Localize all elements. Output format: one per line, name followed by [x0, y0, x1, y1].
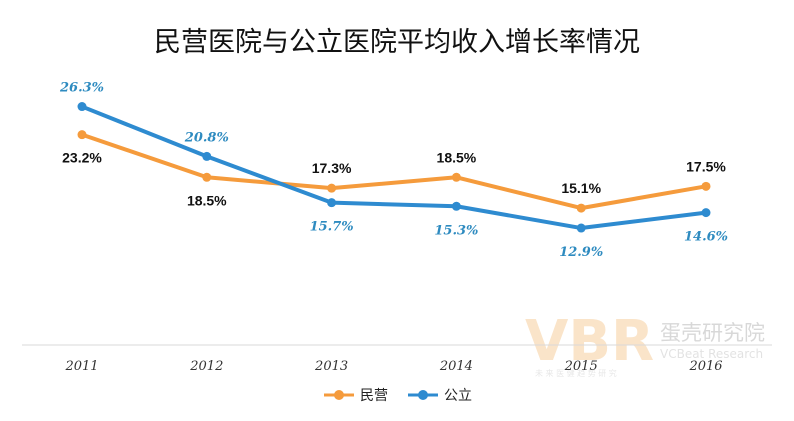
- data-label: 23.2%: [62, 150, 102, 166]
- watermark-cn-name: 蛋壳研究院: [660, 321, 765, 345]
- x-tick-label: 2016: [688, 359, 722, 374]
- data-label: 17.5%: [686, 158, 726, 174]
- data-label: 12.9%: [559, 245, 603, 260]
- data-point: [701, 208, 711, 218]
- watermark-logo: VBR: [525, 309, 654, 374]
- data-point: [451, 172, 461, 182]
- series-line: [80, 104, 708, 231]
- watermark: VBR 蛋壳研究院 VCBeat Research 未 来 医 健 趋 势 研 …: [525, 309, 765, 378]
- data-point: [701, 181, 711, 191]
- data-label: 18.5%: [437, 149, 477, 165]
- series-layer: [77, 102, 711, 233]
- data-labels: 23.2% 18.5% 17.3% 18.5% 15.1% 17.5% 26.3% 20.8%…: [59, 81, 728, 260]
- data-point: [576, 223, 586, 233]
- data-label: 15.1%: [561, 180, 601, 196]
- data-label: 14.6%: [684, 230, 728, 245]
- x-tick-label: 2013: [314, 359, 348, 374]
- legend-swatch-marker: [334, 390, 344, 400]
- legend-swatch-marker: [418, 390, 428, 400]
- data-point: [451, 201, 461, 211]
- watermark-en-name: VCBeat Research: [660, 347, 763, 361]
- data-point: [327, 183, 337, 193]
- x-axis-ticks: 2011 2012 2013 2014 2015 2016: [64, 359, 722, 374]
- data-label: 15.7%: [310, 220, 354, 235]
- series-line: [80, 132, 708, 211]
- data-point: [77, 102, 87, 112]
- legend: 民营 公立: [324, 388, 472, 404]
- x-tick-label: 2015: [564, 359, 598, 374]
- data-label: 17.3%: [312, 160, 352, 176]
- legend-label: 公立: [444, 388, 472, 404]
- data-label: 20.8%: [184, 130, 229, 145]
- legend-label: 民营: [360, 388, 388, 404]
- data-label: 26.3%: [59, 81, 104, 96]
- data-label: 15.3%: [434, 223, 478, 238]
- chart-title: 民营医院与公立医院平均收入增长率情况: [154, 27, 640, 58]
- data-point: [202, 172, 212, 182]
- data-point: [202, 151, 212, 161]
- x-tick-label: 2014: [439, 359, 473, 374]
- data-point: [576, 203, 586, 213]
- x-tick-label: 2012: [189, 359, 223, 374]
- watermark-tagline: 未 来 医 健 趋 势 研 究: [535, 368, 617, 378]
- data-label: 18.5%: [187, 192, 227, 208]
- data-point: [327, 198, 337, 208]
- data-point: [77, 130, 87, 140]
- x-tick-label: 2011: [64, 359, 98, 374]
